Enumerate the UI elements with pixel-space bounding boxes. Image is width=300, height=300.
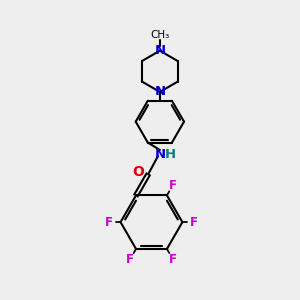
Text: O: O [132,165,144,179]
Text: F: F [105,216,113,229]
Text: F: F [190,216,198,229]
Text: N: N [154,44,165,57]
Text: H: H [165,148,176,160]
Text: F: F [126,253,134,266]
Text: CH₃: CH₃ [150,29,170,40]
Text: N: N [154,85,165,98]
Text: N: N [154,148,165,160]
Text: F: F [169,179,177,192]
Text: F: F [169,253,177,266]
